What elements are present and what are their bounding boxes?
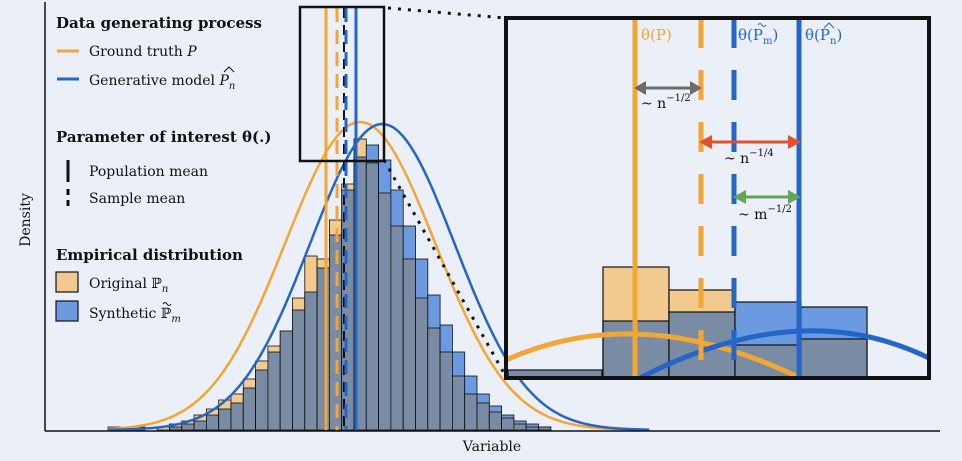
- histogram-bar-overlap: [328, 234, 343, 431]
- inset-theta-pn-label: θ(Pn): [805, 26, 842, 47]
- histogram-bar-overlap: [488, 411, 502, 431]
- histogram-bar-overlap: [513, 423, 527, 431]
- legend-population-mean-label: Population mean: [89, 164, 208, 180]
- legend-empirical-title: Empirical distribution: [56, 246, 243, 264]
- histogram-bar-overlap: [427, 327, 441, 431]
- zoom-connector-bottom: [382, 159, 507, 376]
- histogram-bar-overlap: [378, 192, 392, 431]
- legend-original-label: Original ℙn: [89, 276, 168, 295]
- rate-n-half-label: ~ n−1/2: [641, 93, 691, 112]
- hat-symbol-icon: [223, 66, 235, 73]
- histogram-bar-overlap: [365, 162, 379, 431]
- histogram-bar-overlap: [181, 423, 195, 431]
- tilde-symbol-icon: [162, 302, 172, 306]
- histogram-bar-overlap: [415, 297, 429, 431]
- inset-hat-icon: [823, 22, 835, 29]
- inset-ground-truth-curve: [506, 331, 802, 378]
- histogram-bar-overlap: [439, 351, 453, 431]
- histogram-bar-overlap: [279, 330, 293, 431]
- legend-synthetic-label: Synthetic ℙm: [89, 306, 181, 325]
- legend-dgp-title: Data generating process: [56, 14, 262, 32]
- histogram: [107, 138, 552, 431]
- histogram-bar-overlap: [402, 258, 416, 431]
- rate-n-quarter-label: ~ n−1/4: [724, 148, 774, 167]
- histogram-bar-overlap: [341, 189, 355, 431]
- histogram-bar-overlap: [304, 291, 318, 431]
- histogram-bar-overlap: [218, 408, 232, 431]
- y-axis-label: Density: [18, 193, 34, 247]
- inset-tilde-icon: [757, 23, 767, 27]
- histogram-bar-overlap: [451, 375, 466, 431]
- generative-density-curve: [107, 122, 650, 432]
- histogram-bar-overlap: [501, 417, 515, 431]
- histogram-bar-overlap: [476, 402, 490, 431]
- zoom-inset: ~ n−1/2 ~ n−1/4 ~ m−1/2 θ(P) θ(Pm) θ(Pn): [504, 16, 931, 380]
- legend-ground-truth-label: Ground truth P: [89, 44, 197, 60]
- zoom-connector-top: [387, 6, 506, 20]
- histogram-bar-overlap: [390, 225, 404, 431]
- arrow-n-half: [634, 81, 702, 95]
- rate-m-half-label: ~ m−1/2: [738, 204, 792, 223]
- histogram-bar-overlap: [525, 426, 539, 431]
- histogram-bar-overlap: [292, 309, 306, 431]
- histogram-bar-overlap: [193, 420, 207, 431]
- ground-truth-density-curve: [107, 120, 650, 432]
- inset-bar-overlap-d: [800, 338, 868, 378]
- arrow-m-half: [733, 190, 801, 204]
- histogram-bar-overlap: [267, 351, 281, 431]
- legend-sample-mean-label: Sample mean: [89, 191, 185, 207]
- arrow-n-quarter: [699, 135, 801, 149]
- legend-param-title: Parameter of interest θ(.): [56, 128, 271, 146]
- histogram-bar-overlap: [205, 414, 220, 431]
- histogram-bar-overlap: [316, 267, 330, 431]
- legend: Data generating process Ground truth P G…: [55, 14, 271, 325]
- inset-generative-curve: [638, 328, 929, 378]
- histogram-bar-overlap: [230, 402, 244, 431]
- inset-frame: [504, 16, 931, 380]
- legend-original-swatch: [55, 271, 79, 293]
- histogram-bar-overlap: [538, 426, 552, 431]
- zoom-region-box: [298, 5, 386, 163]
- histogram-bar-overlap: [255, 369, 269, 431]
- histogram-bar-overlap: [242, 387, 257, 431]
- x-axis-label: Variable: [462, 439, 521, 455]
- histogram-bar-overlap: [169, 426, 183, 431]
- inset-theta-p-label: θ(P): [641, 26, 672, 44]
- inset-theta-pm-label: θ(Pm): [738, 26, 778, 47]
- histogram-bar-overlap: [464, 393, 478, 431]
- legend-synthetic-swatch: [55, 300, 79, 322]
- legend-generative-label: Generative model Pn: [89, 73, 235, 92]
